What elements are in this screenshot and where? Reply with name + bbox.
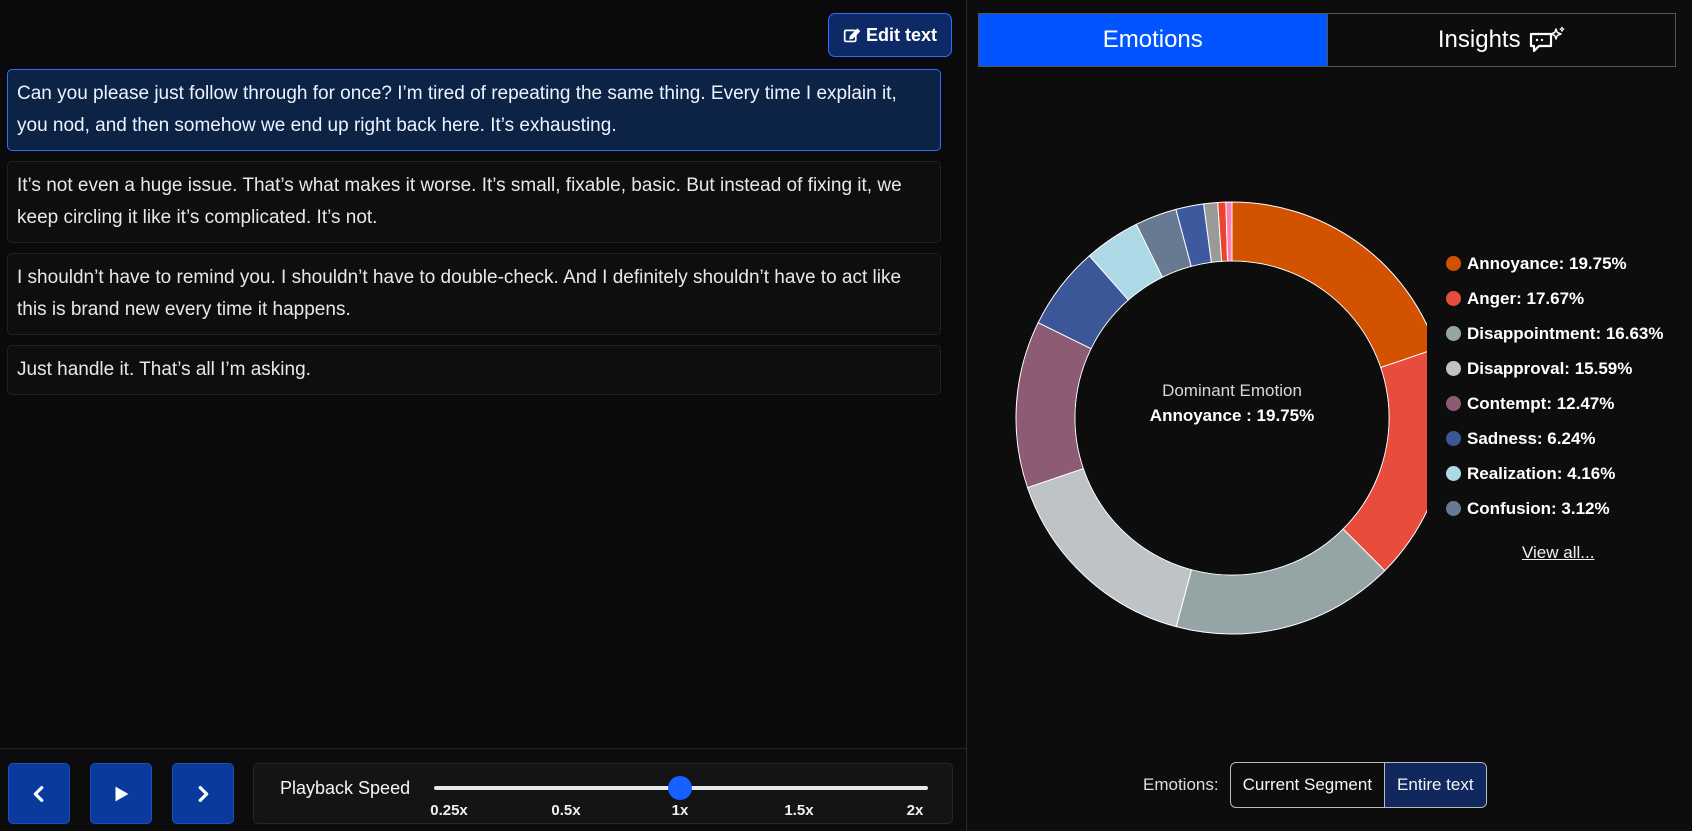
donut-hole [1075, 261, 1389, 575]
legend-swatch [1446, 431, 1461, 446]
analysis-panel: Emotions Insights Dominant Emotion Annoy… [967, 0, 1692, 831]
tab-insights-label: Insights [1437, 26, 1521, 53]
legend-label: Disapproval: 15.59% [1467, 358, 1633, 378]
legend-item: Realization: 4.16% [1446, 456, 1664, 491]
legend-label: Sadness: 6.24% [1467, 428, 1596, 448]
donut-slice-other-4[interactable] [1225, 201, 1233, 262]
playback-speed-control: Playback Speed 0.25x 0.5x 1x 1.5x 2x [253, 763, 953, 824]
legend-swatch [1446, 501, 1461, 516]
dominant-emotion-value: Annoyance : 19.75% [1149, 406, 1315, 425]
chevron-left-icon [33, 785, 44, 802]
play-icon [115, 786, 129, 801]
emotions-scope-label: Emotions: [1143, 775, 1219, 794]
tab-emotions[interactable]: Emotions [979, 14, 1327, 66]
speed-tick-3: 1.5x [784, 802, 814, 819]
transcript-segment-1[interactable]: Can you please just follow through for o… [7, 69, 941, 151]
legend-item: Disapproval: 15.59% [1446, 351, 1664, 386]
tab-emotions-label: Emotions [1102, 26, 1203, 53]
legend-item: Confusion: 3.12% [1446, 491, 1664, 526]
legend-swatch [1446, 466, 1461, 481]
speed-tick-1: 0.5x [551, 802, 581, 819]
dominant-emotion-title: Dominant Emotion [1162, 381, 1302, 400]
donut-slice-annoyance[interactable] [1231, 201, 1427, 369]
legend-item: Anger: 17.67% [1446, 281, 1664, 316]
current-segment-button[interactable]: Current Segment [1242, 775, 1373, 794]
legend-label: Realization: 4.16% [1467, 463, 1616, 483]
legend-label: Annoyance: 19.75% [1467, 253, 1627, 273]
legend-swatch [1446, 361, 1461, 376]
legend-label: Confusion: 3.12% [1467, 498, 1610, 518]
scope-toggle: Current Segment Entire text [1229, 762, 1487, 808]
next-button[interactable] [172, 763, 234, 824]
legend-swatch [1446, 396, 1461, 411]
legend-label: Contempt: 12.47% [1467, 393, 1615, 413]
legend-swatch [1446, 326, 1461, 341]
legend-swatch [1446, 291, 1461, 306]
transcript-segment-2[interactable]: It’s not even a huge issue. That’s what … [7, 161, 941, 243]
speed-tick-0: 0.25x [430, 802, 468, 819]
emotion-donut-chart [1015, 201, 1427, 635]
play-button[interactable] [90, 763, 152, 824]
edit-text-label: Edit text [865, 24, 937, 45]
speed-tick-2: 1x [671, 802, 689, 819]
edit-text-button[interactable]: Edit text [828, 13, 952, 57]
transcript-segment-3[interactable]: I shouldn’t have to remind you. I should… [7, 253, 941, 335]
playback-speed-label: Playback Speed [280, 778, 411, 798]
legend-item: Annoyance: 19.75% [1446, 246, 1664, 281]
transcript-segment-4[interactable]: Just handle it. That’s all I’m asking. [7, 345, 941, 395]
speed-slider-thumb[interactable] [668, 776, 692, 800]
legend-label: Disappointment: 16.63% [1467, 323, 1664, 343]
playback-bar: Playback Speed 0.25x 0.5x 1x 1.5x 2x [0, 748, 966, 831]
legend-item: Sadness: 6.24% [1446, 421, 1664, 456]
legend-swatch [1446, 256, 1461, 271]
legend-item: Disappointment: 16.63% [1446, 316, 1664, 351]
emotion-legend: Annoyance: 19.75% Anger: 17.67% Disappoi… [1446, 246, 1664, 526]
speed-tick-4: 2x [906, 802, 924, 819]
legend-label: Anger: 17.67% [1467, 288, 1585, 308]
transcript-panel: Edit text Can you please just follow thr… [0, 13, 966, 831]
previous-button[interactable] [8, 763, 70, 824]
tab-insights[interactable]: Insights [1326, 14, 1676, 66]
emotion-scope-selector: Emotions: Current Segment Entire text [1143, 762, 1487, 808]
panel-divider [966, 0, 967, 831]
analysis-tabs: Emotions Insights [978, 13, 1676, 67]
edit-icon [843, 27, 860, 42]
entire-text-button[interactable]: Entire text [1384, 763, 1486, 807]
view-all-link[interactable]: View all... [1522, 543, 1595, 562]
sparkle-chat-icon [1529, 26, 1565, 53]
chevron-right-icon [198, 785, 209, 802]
legend-item: Contempt: 12.47% [1446, 386, 1664, 421]
